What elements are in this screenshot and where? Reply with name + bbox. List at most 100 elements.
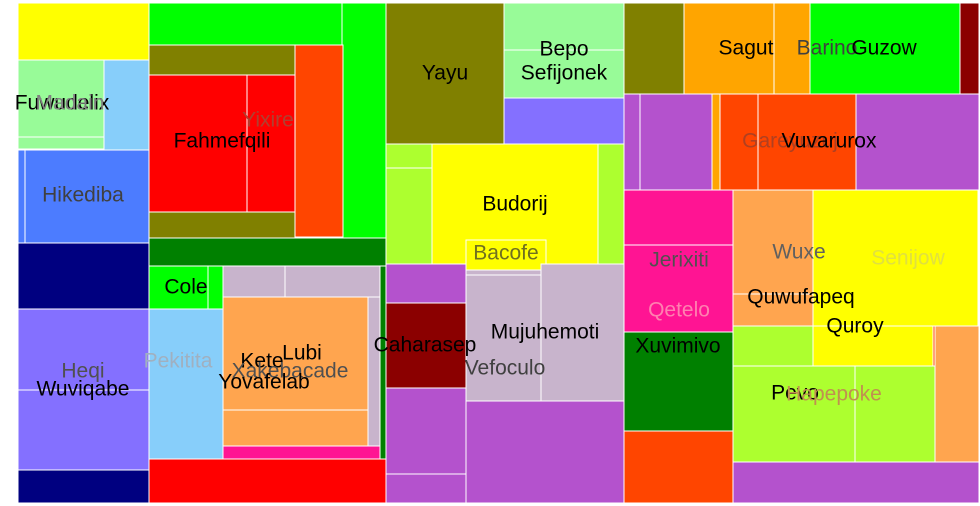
treemap-label-wuviqabe: Wuviqabe [36,378,129,401]
treemap-cell-sefijonek [503,49,625,99]
treemap-cell-barino [773,2,811,95]
treemap-cell-xuvimivo [623,331,734,432]
treemap-label-barino: Barino [797,37,858,60]
treemap-label-kete: Kete [240,350,283,373]
treemap-subcell-2 [17,149,26,244]
treemap-subcell-6 [207,265,224,310]
treemap-label-xuvimivo: Xuvimivo [635,335,720,358]
treemap-label-caharasep: Caharasep [374,334,477,357]
treemap-label-gareyuzuj: Gareyuzuj [742,130,838,153]
treemap-label-hikediba: Hikediba [42,184,124,207]
treemap-cell-g2-2 [148,44,296,76]
treemap-cell-sagut [683,2,775,95]
treemap-cell-bacofe [465,239,547,271]
treemap-label-quwufapeq: Quwufapeq [747,286,854,309]
treemap-label-yayu: Yayu [422,62,468,85]
treemap-subcell-19 [385,143,433,169]
treemap-cell-guzow [809,2,961,95]
treemap-cell-hapepoke [854,365,936,463]
treemap-cell-bepo [503,2,625,51]
treemap-subcell-34 [623,430,734,504]
treemap-label-vefoculo: Vefoculo [465,357,546,380]
treemap-subcell-18 [503,97,625,145]
treemap-subcell-26 [465,400,625,504]
treemap-label-pekitita: Pekitita [144,350,213,373]
treemap-cell-wuxe [732,189,814,295]
treemap-cell-xakebacade [222,296,369,411]
treemap-subcell-7 [222,265,286,298]
treemap-cell-mujuhemoti [540,263,625,402]
treemap-cell-fuwudelix [17,59,105,138]
treemap-subcell-23 [385,263,467,304]
treemap-label-vuvarurox: Vuvarurox [782,130,877,153]
treemap-cell-yixire [246,74,296,213]
treemap-cell-yayu [385,2,505,145]
treemap-subcell-32 [711,93,721,191]
treemap-cell-jerixiti [623,189,734,246]
treemap-cell-fahmefqili [148,74,248,213]
treemap-cell-senijow [812,189,979,327]
treemap-label-quroy: Quroy [826,315,884,338]
treemap-cell-g1-1 [17,2,150,61]
treemap-label-sagut: Sagut [719,37,774,60]
treemap-cell-g1-5 [17,242,150,310]
treemap-cell-g2-6 [148,237,387,267]
treemap-label-fahmefqili: Fahmefqili [174,130,271,153]
treemap-subcell-8 [284,265,381,298]
treemap-label-qetelo: Qetelo [648,299,710,322]
treemap-cells [17,2,979,504]
treemap-cell-quwufapeq [732,293,814,327]
treemap-cell-g2-1 [148,2,343,46]
treemap-label-xakebacade: Xakebacade [232,360,349,383]
treemap-label-pevo: Pevo [771,382,819,405]
treemap-cell-pekitita [148,308,224,460]
treemap-label-wuxe: Wuxe [772,241,825,264]
treemap-subcell-28 [623,2,685,95]
treemap-cell-heqi [17,308,150,391]
treemap-label-jerixiti: Jerixiti [649,249,709,272]
treemap-label-guzow: Guzow [851,37,917,60]
treemap-label-heqi: Heqi [61,360,104,383]
treemap-subcell-24 [385,387,467,475]
treemap-cell-gareyuzuj [719,93,759,191]
treemap-label-mujuhemoti: Mujuhemoti [491,321,600,344]
treemap-subcell-13 [367,296,381,447]
treemap-label-yovafelab: Yovafelab [218,371,309,394]
treemap-subcell-21 [597,143,625,265]
treemap-subcell-4 [148,211,296,239]
treemap-cell-wuviqabe [17,389,150,471]
treemap-subcell-30 [623,93,641,191]
treemap-cell-g2-13 [148,458,387,504]
treemap-cell-yovafelab [222,409,369,447]
treemap-subcell-36 [934,325,980,463]
treemap-cell-cole [148,265,209,310]
treemap-label-bepo: Bepo [539,38,588,61]
treemap-label-madain: Madain [36,92,105,115]
treemap-cell-madain [103,59,150,151]
treemap-label-fuwudelix: Fuwudelix [15,92,110,115]
treemap-cell-g2-5 [294,44,344,238]
treemap-cell-caharasep [385,302,467,389]
treemap-subcell-29 [959,2,980,95]
treemap-cell-qetelo [623,244,734,333]
treemap-label-yixire: Yixire [242,109,294,132]
treemap-label-budorij: Budorij [482,193,547,216]
treemap-label-hapepoke: Hapepoke [786,383,882,406]
treemap-subcell-3 [341,2,387,239]
treemap-subcell-31 [639,93,713,191]
treemap-cell-vefoculo [465,274,542,402]
treemap-subcell-20 [385,167,433,265]
treemap-subcell-14 [379,265,387,460]
treemap-label-senijow: Senijow [871,247,945,270]
treemap-label-lubi: Lubi [282,342,322,365]
treemap-cell-pevo [732,365,856,463]
treemap-cell-g1-8 [17,469,150,504]
treemap-subcell-12 [222,444,381,460]
treemap-label-bacofe: Bacofe [473,242,538,265]
treemap-subcell-37 [732,461,980,504]
treemap-label-cole: Cole [164,276,207,299]
treemap-label-sefijonek: Sefijonek [521,62,608,85]
